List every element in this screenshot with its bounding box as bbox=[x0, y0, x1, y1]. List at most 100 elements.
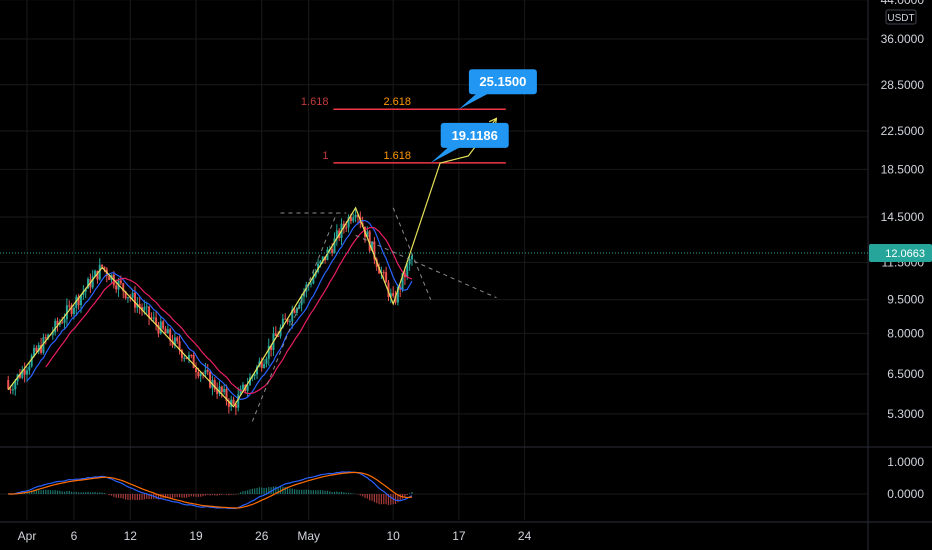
candle-body bbox=[347, 217, 350, 228]
candle-body bbox=[396, 286, 399, 303]
candle-body bbox=[21, 369, 24, 378]
candle-body bbox=[79, 295, 82, 306]
dashed-trend-line bbox=[251, 212, 338, 422]
candle-body bbox=[35, 347, 38, 352]
time-axis[interactable]: Apr 6 12 19 26 May 10 17 24 bbox=[0, 521, 932, 543]
candle-body bbox=[63, 319, 66, 323]
candle-body bbox=[108, 275, 111, 280]
candle-body bbox=[94, 270, 97, 277]
candle-body bbox=[406, 264, 409, 278]
candle-body bbox=[371, 241, 374, 251]
candle-body bbox=[136, 304, 139, 308]
callout-pointer bbox=[430, 146, 461, 163]
candle-body bbox=[256, 366, 259, 375]
candle-body bbox=[87, 278, 90, 289]
candle-body bbox=[267, 345, 270, 359]
moving-average-slow bbox=[45, 226, 413, 395]
candle-body bbox=[234, 404, 237, 408]
candle-body bbox=[126, 297, 129, 299]
candle-body bbox=[220, 386, 223, 393]
signal-line bbox=[8, 471, 413, 509]
candle-body bbox=[277, 335, 280, 337]
candle-body bbox=[143, 307, 146, 311]
candle-body bbox=[133, 292, 136, 308]
candle-body bbox=[148, 306, 151, 318]
candle-body bbox=[82, 291, 85, 296]
trend-projections bbox=[0, 207, 868, 422]
x-tick-label: Apr bbox=[18, 529, 37, 543]
candle-body bbox=[410, 255, 413, 260]
candle-body bbox=[23, 369, 26, 375]
candle-body bbox=[28, 366, 31, 371]
x-tick-label: 6 bbox=[71, 529, 78, 543]
fib-right-label: 1.618 bbox=[383, 150, 411, 162]
callout-box bbox=[440, 122, 509, 148]
candle-body bbox=[44, 337, 47, 339]
candle-body bbox=[187, 354, 190, 359]
candle-body bbox=[218, 386, 221, 394]
candle-body bbox=[98, 264, 101, 280]
candle-body bbox=[40, 344, 43, 353]
y-tick-label: 28.5000 bbox=[881, 78, 925, 92]
candle-body bbox=[408, 259, 411, 265]
candle-body bbox=[171, 340, 174, 346]
candle-body bbox=[265, 358, 268, 365]
candle-body bbox=[333, 238, 336, 253]
candle-body bbox=[314, 272, 317, 277]
candle-body bbox=[270, 345, 273, 350]
y-tick-label: 5.3000 bbox=[887, 407, 924, 421]
candle-body bbox=[246, 385, 249, 391]
candle-body bbox=[204, 370, 207, 374]
y-tick-label: 44.0000 bbox=[881, 0, 925, 7]
candle-body bbox=[141, 307, 144, 311]
y-tick-label: 9.5000 bbox=[887, 293, 924, 307]
candle-body bbox=[331, 249, 334, 253]
candle-body bbox=[279, 327, 282, 337]
candle-body bbox=[11, 389, 14, 391]
y-tick-label: 22.5000 bbox=[881, 124, 925, 138]
candle-body bbox=[197, 372, 200, 377]
candle-body bbox=[51, 332, 54, 335]
candle-body bbox=[155, 317, 158, 325]
currency-label: USDT bbox=[887, 13, 914, 24]
candle-body bbox=[281, 318, 284, 328]
candle-body bbox=[260, 361, 263, 368]
candle-body bbox=[96, 270, 99, 280]
zigzag-line bbox=[7, 118, 497, 408]
candle-body bbox=[164, 328, 167, 334]
fib-extension-levels: 1.618 2.618 1 1.618 bbox=[301, 96, 506, 164]
candle-body bbox=[195, 368, 197, 373]
candle-body bbox=[213, 380, 216, 390]
macd-line bbox=[8, 471, 413, 510]
candle-body bbox=[14, 381, 17, 390]
x-tick-label: 19 bbox=[189, 529, 203, 543]
candle-body bbox=[178, 341, 181, 351]
candle-body bbox=[183, 357, 186, 359]
candle-body bbox=[157, 324, 160, 334]
candle-body bbox=[286, 318, 289, 322]
candle-body bbox=[378, 267, 381, 274]
x-tick-label: 17 bbox=[452, 529, 466, 543]
candle-body bbox=[145, 306, 148, 308]
candle-body bbox=[72, 307, 75, 315]
moving-averages bbox=[26, 219, 413, 401]
x-tick-label: 24 bbox=[518, 529, 532, 543]
candle-body bbox=[91, 276, 94, 288]
candle-body bbox=[61, 322, 64, 324]
y-tick-label: 8.0000 bbox=[887, 326, 924, 340]
current-price-tag bbox=[869, 243, 932, 262]
y-tick-label: 14.5000 bbox=[881, 210, 925, 224]
indicator-tick-label: 0.0000 bbox=[887, 487, 924, 501]
candle-body bbox=[37, 344, 40, 352]
candle-body bbox=[293, 309, 296, 313]
price-axis[interactable]: 44.0000 36.0000 28.5000 22.5000 18.5000 14.50… bbox=[869, 0, 932, 421]
candle-body bbox=[319, 260, 322, 264]
callout-value: 19.1186 bbox=[452, 128, 498, 143]
macd-indicator-pane: 1.0000 0.0000 bbox=[0, 455, 924, 510]
x-tick-label: 26 bbox=[255, 529, 269, 543]
candle-body bbox=[101, 264, 104, 267]
candle-body bbox=[119, 280, 122, 284]
candle-body bbox=[312, 276, 315, 284]
candle-body bbox=[180, 350, 183, 358]
